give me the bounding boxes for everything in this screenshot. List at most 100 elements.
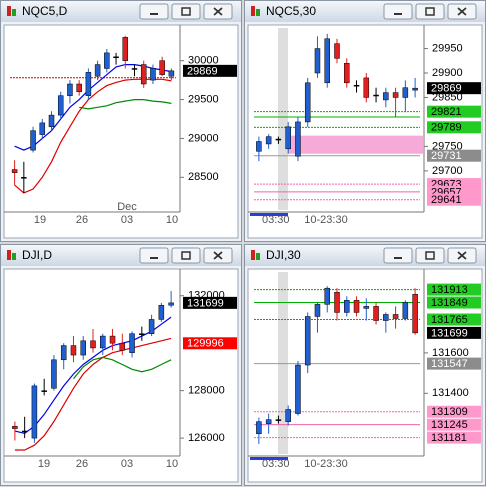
candle-body [41, 390, 47, 392]
price-tag-label: 131699 [431, 327, 468, 339]
price-tag [183, 64, 237, 77]
candle-body [265, 419, 272, 424]
window-button[interactable] [203, 247, 233, 264]
window-title: DJI,D [22, 248, 52, 262]
y-tick-label: 29000 [188, 132, 219, 144]
session-marker [250, 213, 288, 216]
x-tick-label: 10 [166, 458, 178, 470]
button-face[interactable] [171, 247, 201, 264]
button-face[interactable] [383, 247, 413, 264]
candle-body [412, 293, 418, 334]
price-tag [427, 296, 481, 309]
candle-body [148, 319, 155, 334]
candle-body [39, 122, 46, 135]
candle-body [383, 92, 389, 101]
candle-body [57, 95, 64, 116]
candle-body [295, 364, 301, 414]
window-icon [12, 253, 16, 260]
price-tag [427, 326, 481, 339]
window-icon [7, 250, 11, 260]
button-face[interactable] [383, 3, 413, 20]
price-tag-label: 29731 [431, 150, 462, 162]
button-glyph [394, 257, 402, 259]
candle-body [373, 306, 379, 321]
candle-body [159, 60, 165, 75]
window-button[interactable] [383, 3, 413, 20]
candle-body [256, 141, 262, 152]
candle-body [67, 83, 73, 96]
window-button[interactable] [383, 247, 413, 264]
candle-body [304, 82, 311, 123]
candle-body [392, 92, 399, 98]
candle-body [324, 287, 330, 305]
button-face[interactable] [139, 247, 169, 264]
window-icon [256, 9, 260, 16]
button-glyph [150, 13, 158, 15]
candle-body [285, 126, 291, 150]
price-tag-label: 131245 [431, 419, 468, 431]
price-tag-label: 29869 [431, 83, 462, 95]
indicator-line [14, 337, 172, 451]
window-button[interactable] [447, 3, 477, 20]
candle-body [158, 304, 165, 320]
candle-body [90, 340, 96, 349]
button-glyph [457, 7, 467, 16]
candle-body [392, 314, 399, 319]
session-marker [250, 457, 288, 460]
button-glyph [425, 7, 435, 16]
session-shade [278, 28, 288, 210]
candle-body [412, 87, 418, 91]
y-tick-label: 28500 [188, 171, 219, 183]
price-tag [427, 405, 481, 418]
x-tick-label: 10-23:30 [304, 214, 347, 226]
candle-body [402, 87, 409, 98]
window-button[interactable] [415, 247, 445, 264]
price-tag [427, 357, 481, 370]
button-face[interactable] [415, 3, 445, 20]
price-tag-label: 131547 [431, 358, 468, 370]
price-tag-label: 129996 [187, 338, 224, 350]
candle-body [129, 333, 135, 353]
candle-body [402, 302, 409, 319]
window-button[interactable] [139, 247, 169, 264]
button-face[interactable] [171, 3, 201, 20]
indicator-line [73, 356, 172, 380]
candle-body [31, 385, 38, 439]
y-tick-label: 128000 [188, 385, 225, 397]
window-button[interactable] [139, 3, 169, 20]
x-tick-label: Dec [117, 201, 137, 213]
y-tick-label: 29500 [188, 93, 219, 105]
session-shade [278, 272, 288, 454]
x-tick-label: 03 [121, 458, 133, 470]
price-tag-label: 131913 [431, 284, 468, 296]
price-tag-label: 29789 [431, 122, 462, 134]
button-face[interactable] [415, 247, 445, 264]
y-tick-label: 29750 [432, 140, 463, 152]
price-tag-label: 131765 [431, 314, 468, 326]
candle-body [21, 430, 28, 433]
chart-window: NQC5,30 29700 29750 29850 29900 29950 29869 298… [244, 0, 486, 242]
price-tag [183, 296, 237, 309]
button-face[interactable] [139, 3, 169, 20]
candle-body [100, 335, 106, 349]
window-title: NQC5,30 [266, 4, 316, 18]
y-tick-label: 131600 [432, 347, 469, 359]
candle-body [30, 130, 36, 151]
window-button[interactable] [203, 3, 233, 20]
price-tag [427, 149, 481, 162]
window-icon [251, 6, 255, 16]
candle-body [104, 52, 110, 69]
candle-body [314, 48, 321, 74]
window-button[interactable] [415, 3, 445, 20]
button-glyph [181, 7, 191, 16]
x-tick-label: 26 [76, 214, 88, 226]
window-button[interactable] [171, 3, 201, 20]
price-tag-label: 29821 [431, 106, 462, 118]
candle-body [334, 43, 340, 59]
window-icon [7, 6, 11, 16]
x-tick-label: 03:30 [262, 214, 290, 226]
window-button[interactable] [171, 247, 201, 264]
window-button[interactable] [447, 247, 477, 264]
candle-body [353, 300, 360, 313]
